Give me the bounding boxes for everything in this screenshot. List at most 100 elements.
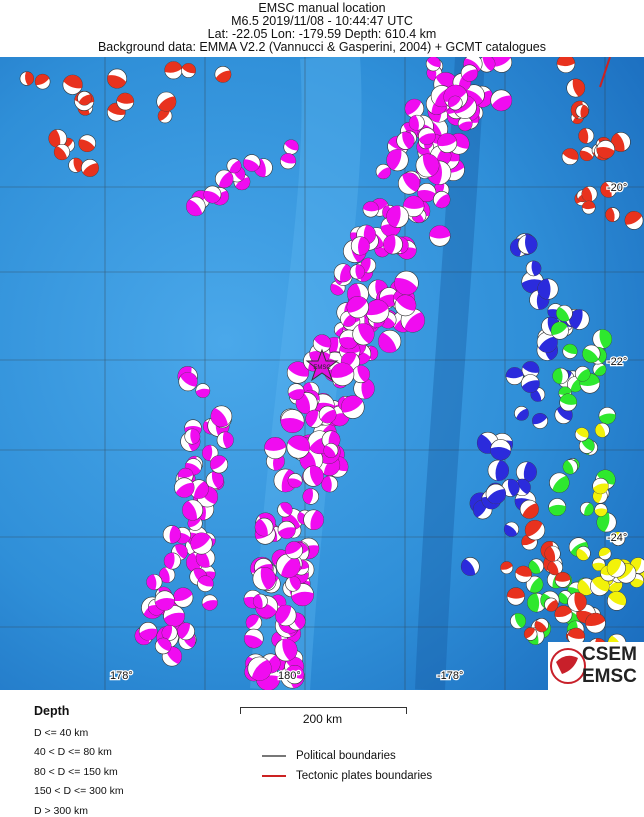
focal-mechanism[interactable]: [209, 455, 229, 474]
focal-mechanism[interactable]: [243, 154, 261, 172]
focal-mechanism[interactable]: [277, 502, 293, 518]
focal-mechanism[interactable]: [510, 613, 527, 630]
focal-mechanism[interactable]: [383, 234, 403, 255]
focal-mechanism[interactable]: [352, 323, 375, 346]
focal-mechanism[interactable]: [333, 263, 353, 283]
focal-mechanism[interactable]: [548, 498, 567, 516]
focal-mechanism[interactable]: [375, 163, 391, 180]
focal-mechanism[interactable]: [503, 521, 520, 537]
focal-mechanism[interactable]: [253, 593, 268, 609]
focal-mechanism[interactable]: [107, 68, 127, 89]
focal-mechanism[interactable]: [163, 605, 185, 627]
focal-mechanism[interactable]: [174, 477, 195, 498]
focal-mechanism[interactable]: [562, 343, 578, 359]
focal-mechanism[interactable]: [478, 57, 496, 73]
focal-mechanism[interactable]: [567, 592, 587, 612]
focal-mechanism[interactable]: [581, 186, 598, 202]
focal-mechanism[interactable]: [353, 377, 375, 400]
focal-mechanism[interactable]: [350, 236, 370, 256]
focal-mechanism[interactable]: [437, 133, 458, 153]
focal-mechanism[interactable]: [579, 146, 595, 162]
focal-mechanism[interactable]: [447, 95, 463, 111]
focal-mechanism[interactable]: [323, 443, 339, 458]
seismicity-map[interactable]: EMSC -20° -22° -24° 178° 180° -178°: [0, 57, 644, 690]
focal-mechanism[interactable]: [53, 143, 71, 161]
focal-mechanism[interactable]: [559, 393, 578, 412]
focal-mechanism[interactable]: [305, 409, 324, 428]
focal-mechanism[interactable]: [525, 260, 542, 277]
focal-mechanism[interactable]: [550, 321, 569, 340]
focal-mechanism[interactable]: [216, 431, 234, 449]
focal-mechanism[interactable]: [277, 520, 296, 539]
focal-mechanism[interactable]: [574, 366, 591, 382]
focal-mechanism[interactable]: [318, 405, 337, 424]
focal-mechanism[interactable]: [244, 628, 264, 649]
focal-mechanism[interactable]: [275, 604, 297, 627]
focal-mechanism[interactable]: [181, 63, 196, 78]
focal-mechanism[interactable]: [346, 296, 369, 319]
focal-mechanism[interactable]: [576, 546, 591, 561]
focal-mechanism[interactable]: [254, 517, 274, 537]
focal-mechanism[interactable]: [286, 361, 310, 384]
focal-mechanism[interactable]: [81, 158, 99, 177]
focal-mechanism[interactable]: [433, 191, 451, 209]
focal-mechanism[interactable]: [487, 459, 509, 482]
focal-mechanism[interactable]: [19, 71, 34, 86]
focal-mechanism[interactable]: [592, 329, 613, 349]
focal-mechanism[interactable]: [285, 541, 303, 560]
focal-mechanism[interactable]: [195, 383, 211, 398]
focal-mechanism[interactable]: [514, 405, 529, 421]
focal-mechanism[interactable]: [197, 575, 214, 592]
focal-mechanism[interactable]: [146, 574, 163, 591]
focal-mechanism[interactable]: [394, 294, 417, 317]
focal-mechanism[interactable]: [606, 558, 626, 578]
focal-mechanism[interactable]: [302, 488, 319, 505]
focal-mechanism[interactable]: [48, 129, 68, 148]
focal-mechanism[interactable]: [247, 656, 272, 681]
focal-mechanism[interactable]: [264, 437, 287, 460]
focal-mechanism[interactable]: [68, 157, 84, 173]
focal-mechanism[interactable]: [276, 553, 301, 578]
focal-mechanism[interactable]: [460, 64, 478, 82]
focal-mechanism[interactable]: [596, 512, 617, 533]
focal-mechanism[interactable]: [274, 638, 298, 662]
focal-mechanism[interactable]: [303, 509, 324, 531]
focal-mechanism[interactable]: [210, 405, 233, 428]
focal-mechanism[interactable]: [352, 365, 370, 384]
focal-mechanism[interactable]: [341, 395, 365, 419]
focal-mechanism[interactable]: [575, 104, 589, 118]
focal-mechanism[interactable]: [287, 383, 305, 401]
focal-mechanism[interactable]: [549, 472, 570, 493]
focal-mechanism[interactable]: [138, 622, 158, 641]
epicenter-marker[interactable]: EMSC: [305, 348, 339, 382]
focal-mechanism[interactable]: [396, 131, 415, 150]
focal-mechanism[interactable]: [154, 590, 175, 611]
focal-mechanism[interactable]: [523, 627, 538, 641]
focal-mechanism[interactable]: [596, 140, 616, 159]
focal-mechanism[interactable]: [163, 552, 181, 570]
focal-mechanism[interactable]: [252, 567, 276, 591]
focal-mechanism[interactable]: [516, 461, 537, 483]
focal-mechanism[interactable]: [556, 304, 573, 322]
focal-mechanism[interactable]: [506, 587, 525, 606]
focal-mechanism[interactable]: [394, 270, 419, 296]
focal-mechanism[interactable]: [611, 531, 626, 546]
focal-mechanism[interactable]: [415, 153, 440, 178]
focal-mechanism[interactable]: [116, 92, 135, 111]
focal-mechanism[interactable]: [156, 91, 177, 112]
focal-mechanism[interactable]: [286, 435, 311, 459]
focal-mechanism[interactable]: [585, 612, 606, 634]
focal-mechanism[interactable]: [554, 605, 573, 624]
focal-mechanism[interactable]: [178, 372, 198, 392]
focal-mechanism[interactable]: [78, 134, 96, 153]
focal-mechanism[interactable]: [574, 427, 589, 442]
focal-mechanism[interactable]: [154, 637, 172, 655]
focal-mechanism[interactable]: [554, 571, 571, 588]
focal-mechanism[interactable]: [536, 331, 558, 353]
focal-mechanism[interactable]: [404, 98, 425, 119]
focal-mechanism[interactable]: [157, 108, 173, 124]
focal-mechanism[interactable]: [190, 532, 213, 555]
focal-mechanism[interactable]: [490, 89, 513, 112]
focal-mechanism[interactable]: [581, 200, 596, 215]
focal-mechanism[interactable]: [321, 475, 339, 493]
